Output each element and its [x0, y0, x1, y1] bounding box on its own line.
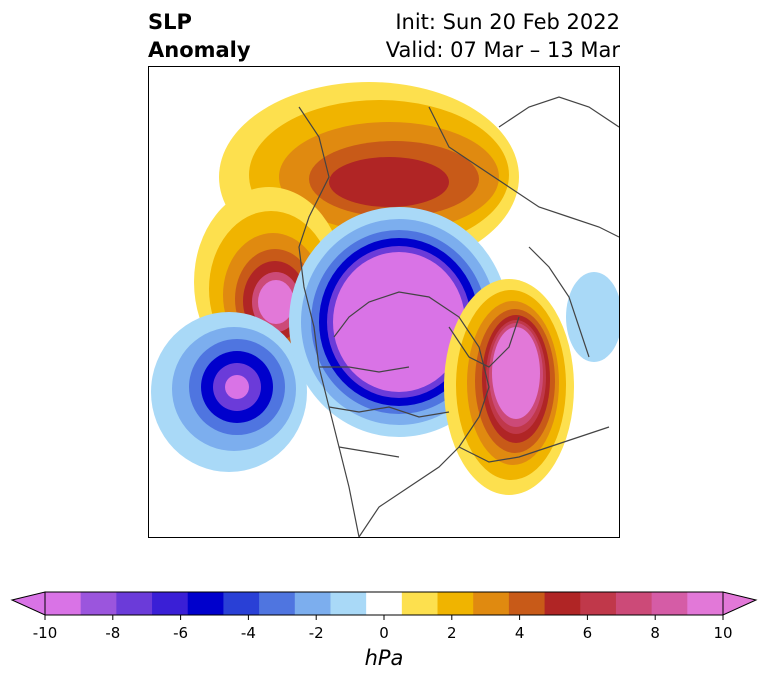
anomaly-europe-positive [444, 279, 574, 495]
title-left: SLP Anomaly [148, 8, 251, 64]
colorbar-segment [187, 592, 224, 615]
colorbar-segment [473, 592, 510, 615]
init-date: Init: Sun 20 Feb 2022 [395, 10, 620, 34]
colorbar-segment [401, 592, 439, 615]
colorbar-segment [580, 592, 617, 615]
colorbar-tick-label: -8 [105, 624, 121, 642]
colorbar-unit-label: hPa [364, 646, 404, 670]
colorbar-segment [152, 592, 189, 615]
variable-title: SLP [148, 10, 192, 34]
colorbar-extend-left [10, 591, 46, 616]
colorbar-segment [437, 592, 474, 615]
colorbar-tick-label: 10 [713, 624, 733, 642]
coastlines [298, 96, 619, 537]
colorbar-ticks [44, 615, 724, 620]
title-right: Init: Sun 20 Feb 2022 Valid: 07 Mar – 13… [386, 8, 620, 64]
colorbar-segment [116, 592, 153, 615]
colorbar-tick-label: 4 [514, 624, 525, 642]
colorbar-tick-label: 8 [650, 624, 660, 642]
map-frame [148, 66, 620, 538]
colorbar [10, 591, 758, 620]
colorbar-tick-label: -10 [32, 624, 58, 642]
anomaly-arctic-negative [289, 207, 509, 437]
anomaly-russia-negative [566, 272, 619, 362]
variable-subtitle: Anomaly [148, 38, 251, 62]
map-canvas [151, 82, 619, 537]
colorbar-segment [544, 592, 581, 615]
colorbar-tick-label: 2 [447, 624, 457, 642]
colorbar-tick-label: -4 [240, 624, 256, 642]
colorbar-tick-label: 0 [379, 624, 389, 642]
colorbar-tick-label: 6 [582, 624, 593, 642]
colorbar-segment [294, 592, 331, 615]
colorbar-segment [508, 592, 546, 615]
colorbar-segment [366, 592, 403, 615]
anomaly-pacific-negative [151, 312, 307, 472]
valid-range: Valid: 07 Mar – 13 Mar [385, 38, 620, 62]
colorbar-segments [45, 592, 724, 615]
colorbar-extend-right [722, 591, 758, 616]
colorbar-tick-label: -2 [308, 624, 324, 642]
colorbar-segment [615, 592, 653, 615]
colorbar-segment [651, 592, 688, 615]
colorbar-segment [80, 592, 117, 615]
colorbar-segment [687, 592, 724, 615]
colorbar-segment [259, 592, 296, 615]
colorbar-segment [45, 592, 82, 615]
colorbar-segment [223, 592, 260, 615]
colorbar-tick-label: -6 [173, 624, 189, 642]
colorbar-segment [330, 592, 367, 615]
